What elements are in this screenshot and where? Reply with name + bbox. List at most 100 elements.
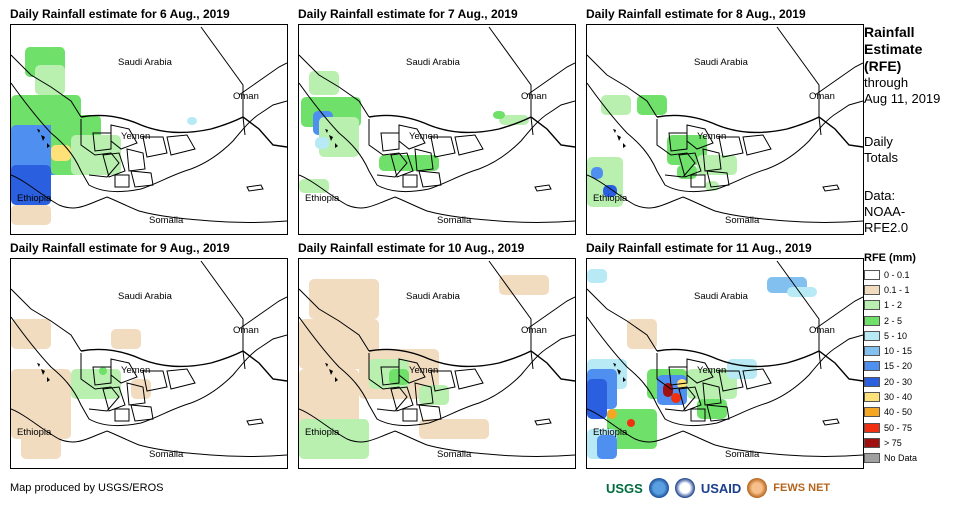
legend-label: 50 - 75 — [884, 422, 913, 433]
panel-title: Daily Rainfall estimate for 7 Aug., 2019 — [298, 7, 518, 21]
yemen-border — [368, 114, 575, 148]
governorate-border — [454, 368, 484, 390]
islands — [37, 363, 50, 382]
saudi-oman-border — [488, 26, 532, 117]
governorate-border — [368, 353, 408, 412]
country-label-yemen: Yemen — [409, 131, 439, 142]
governorate-border — [430, 136, 456, 158]
legend-item: 50 - 75 — [864, 420, 917, 435]
governorate-border — [380, 132, 400, 152]
governorate-border — [706, 404, 730, 422]
governorate-border — [418, 170, 442, 188]
rainfall-area — [11, 165, 51, 205]
governorate-border — [668, 132, 688, 152]
red-sea-border — [299, 288, 370, 352]
africa-coastline — [587, 408, 863, 457]
noaa-logo — [648, 478, 669, 498]
legend-swatch — [864, 422, 880, 433]
islands — [325, 129, 338, 148]
through-date: Aug 11, 2019 — [864, 91, 941, 106]
rfe-title: Rainfall Estimate (RFE) through Aug 11, … — [864, 24, 940, 107]
islands — [37, 129, 50, 148]
islands — [325, 363, 338, 382]
country-label-yemen: Yemen — [121, 131, 151, 142]
legend-label: 30 - 40 — [884, 392, 913, 403]
governorate-border — [368, 119, 408, 178]
governorate-border — [430, 370, 456, 392]
governorate-border — [390, 386, 414, 412]
legend-swatch — [864, 376, 880, 387]
oman-border — [526, 296, 575, 370]
governorate-border — [690, 174, 706, 188]
rainfall-area — [11, 205, 51, 225]
red-sea-border — [11, 54, 82, 118]
governorate-border — [114, 174, 130, 188]
rainfall-area — [591, 167, 603, 179]
legend-swatch — [864, 315, 880, 326]
rainfall-area — [21, 409, 61, 459]
socotra-island — [822, 184, 840, 192]
country-label-oman: Oman — [809, 325, 835, 336]
governorate-border — [166, 134, 196, 156]
daily-totals: Daily Totals — [864, 134, 898, 166]
socotra-island — [246, 418, 264, 426]
rainfall-area — [309, 71, 339, 95]
legend-swatch — [864, 453, 880, 464]
country-label-oman: Oman — [521, 325, 547, 336]
socotra-island — [534, 418, 552, 426]
title-line-1: Rainfall — [864, 24, 915, 40]
legend-label: 2 - 5 — [884, 315, 903, 326]
credit-text: Map produced by USGS/EROS — [10, 482, 164, 494]
country-label-yemen: Yemen — [697, 131, 727, 142]
country-label-ethiopia: Ethiopia — [17, 193, 52, 204]
coastline — [299, 316, 575, 427]
country-label-saudi: Saudi Arabia — [694, 291, 748, 302]
rainfall-area — [587, 269, 607, 283]
rainfall-area — [419, 419, 489, 439]
usaid-logo: USAID — [700, 480, 742, 496]
oman-border — [526, 62, 575, 136]
saudi-oman-border — [776, 26, 820, 117]
rainfall-area — [299, 419, 369, 459]
data-label: Data: — [864, 188, 896, 203]
islands — [613, 129, 626, 148]
coastline — [11, 316, 287, 427]
legend-item: 10 - 15 — [864, 343, 917, 358]
governorate-border — [454, 134, 484, 156]
africa-coastline — [299, 408, 575, 457]
governorate-border — [390, 152, 414, 178]
rainfall-map: Saudi Arabia Oman Yemen Ethiopia Somalia — [298, 258, 576, 469]
legend-swatch — [864, 437, 880, 448]
country-label-yemen: Yemen — [121, 365, 151, 376]
rainfall-area — [637, 95, 667, 115]
governorate-border — [656, 119, 696, 178]
country-label-somalia: Somalia — [437, 449, 472, 460]
legend: RFE (mm) 0 - 0.1 0.1 - 1 1 - 2 2 - 5 5 - 10 1… — [864, 252, 917, 466]
rainfall-area — [35, 65, 65, 95]
rainfall-map: Saudi Arabia Oman Yemen Ethiopia Somalia — [298, 24, 576, 235]
red-sea-border — [587, 54, 658, 118]
governorate-border — [102, 386, 126, 412]
country-label-somalia: Somalia — [725, 215, 760, 226]
legend-swatch — [864, 269, 880, 280]
legend-item: 0.1 - 1 — [864, 282, 917, 297]
governorate-border — [706, 170, 730, 188]
legend-label: 40 - 50 — [884, 407, 913, 418]
rainfall-area — [607, 409, 657, 449]
africa-coastline — [587, 174, 863, 223]
rainfall-area — [499, 275, 549, 295]
legend-label: 5 - 10 — [884, 330, 908, 341]
fews-seal-logo — [747, 478, 768, 498]
red-sea-border — [587, 288, 658, 352]
governorate-border — [418, 404, 442, 422]
saudi-oman-border — [776, 260, 820, 351]
legend-swatch — [864, 330, 880, 341]
country-label-yemen: Yemen — [409, 365, 439, 376]
legend-item: 0 - 0.1 — [864, 267, 917, 282]
coastline — [587, 316, 863, 427]
rainfall-area — [627, 419, 635, 427]
legend-swatch — [864, 407, 880, 418]
country-label-saudi: Saudi Arabia — [694, 57, 748, 68]
rainfall-area — [603, 185, 617, 197]
governorate-border — [690, 408, 706, 422]
